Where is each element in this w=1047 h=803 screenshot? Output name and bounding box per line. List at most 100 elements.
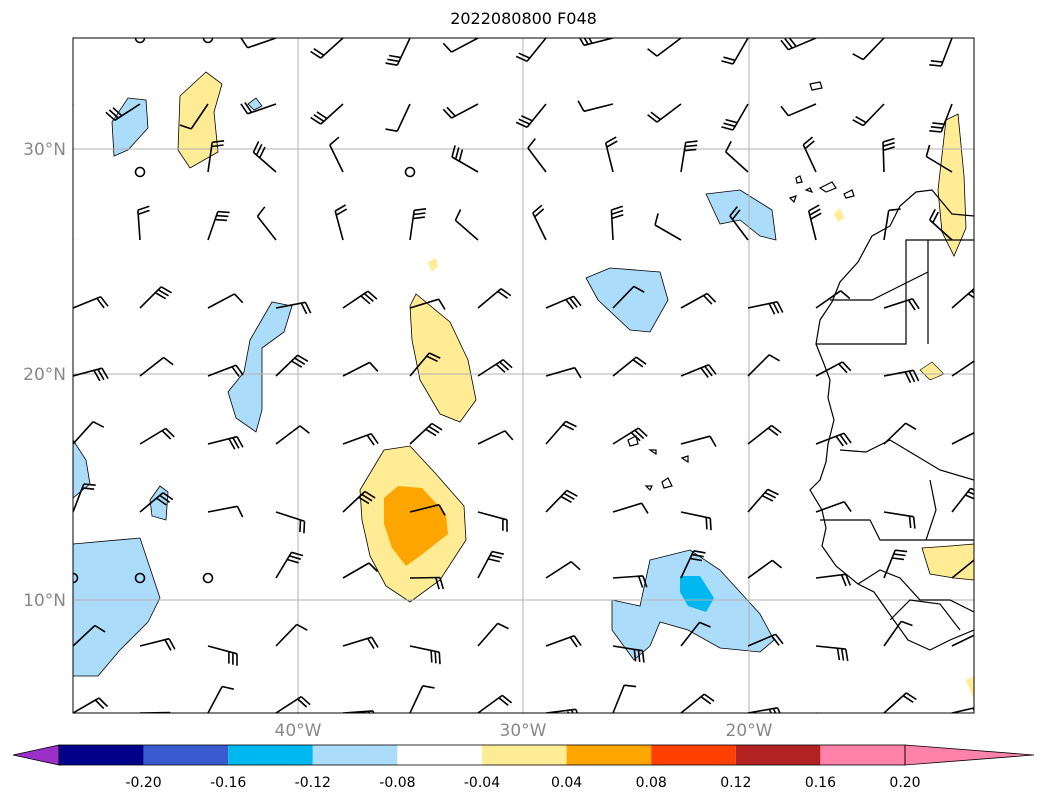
colorbar-tick-label: -0.12 xyxy=(295,775,331,791)
wind-barb xyxy=(409,576,445,590)
wind-barb xyxy=(252,141,277,173)
wind-barb xyxy=(852,103,885,127)
lon-label-30w: 30°W xyxy=(500,721,547,741)
wind-barb xyxy=(207,364,244,377)
lon-label-40w: 40°W xyxy=(275,721,322,741)
positive-anomaly-region xyxy=(834,208,844,222)
wind-barb xyxy=(647,38,682,57)
wind-barb xyxy=(532,204,547,241)
wind-barb xyxy=(883,297,920,311)
colorbar-segment xyxy=(735,745,821,765)
wind-barb xyxy=(409,645,441,665)
wind-barb xyxy=(451,145,479,173)
strong-negative-anomaly-region xyxy=(680,576,714,612)
wind-barb xyxy=(179,103,209,130)
colorbar-tick-label: 0.20 xyxy=(889,775,920,791)
wind-barb xyxy=(951,360,974,377)
island xyxy=(648,449,657,456)
wind-barb xyxy=(342,710,375,713)
wind-barb xyxy=(680,435,717,447)
wind-barb xyxy=(928,208,953,241)
colorbar-tick-label: 0.08 xyxy=(636,775,667,791)
anomaly-fills xyxy=(73,71,974,700)
wind-barb xyxy=(612,502,649,514)
wind-barb xyxy=(747,354,780,377)
wind-barb xyxy=(73,296,109,309)
island xyxy=(818,181,837,193)
wind-barb xyxy=(815,290,851,309)
wind-barb-calm xyxy=(134,38,146,44)
wind-barb xyxy=(275,354,309,377)
wind-barb xyxy=(951,431,974,445)
wind-barb xyxy=(73,624,106,647)
wind-barb xyxy=(385,38,411,66)
lon-label-20w: 20°W xyxy=(726,721,773,741)
wind-barb xyxy=(442,103,479,119)
wind-barb xyxy=(73,420,105,445)
wind-barb xyxy=(477,511,508,532)
border xyxy=(839,439,974,481)
wind-barb xyxy=(680,511,712,531)
wind-barb xyxy=(73,697,109,713)
wind-barb xyxy=(409,503,446,516)
wind-barb xyxy=(275,425,310,445)
wind-barb xyxy=(73,104,74,107)
positive-anomaly-region xyxy=(409,293,477,423)
wind-barb xyxy=(409,208,427,241)
wind-barb xyxy=(310,38,344,59)
wind-barb xyxy=(342,562,379,579)
island xyxy=(644,485,653,492)
wind-barb xyxy=(680,364,717,378)
wind-barb xyxy=(612,684,637,713)
coastlines xyxy=(627,81,974,651)
lat-label-20n: 20°N xyxy=(23,365,66,385)
colorbar-segment xyxy=(566,745,652,765)
colorbar-segment xyxy=(397,745,482,765)
wind-barb xyxy=(612,427,648,445)
wind-barb xyxy=(334,204,348,241)
wind-barb xyxy=(729,206,749,241)
wind-barb xyxy=(680,550,706,579)
lat-label-10n: 10°N xyxy=(23,591,66,611)
island xyxy=(809,81,823,91)
wind-barb xyxy=(515,38,547,63)
border xyxy=(830,271,929,301)
positive-anomaly-region xyxy=(937,113,967,257)
wind-barb xyxy=(545,366,582,379)
wind-barb xyxy=(275,623,308,647)
wind-barb xyxy=(883,422,917,445)
island xyxy=(627,435,639,447)
wind-barb xyxy=(515,103,547,129)
wind-barb xyxy=(139,427,175,445)
wind-barb xyxy=(883,692,917,713)
colorbar-outline xyxy=(58,744,906,766)
wind-barb xyxy=(207,505,244,518)
wind-barb xyxy=(409,352,441,377)
wind-barb xyxy=(207,293,244,309)
wind-barb xyxy=(73,483,96,513)
wind-barb xyxy=(747,301,784,315)
border xyxy=(857,569,974,613)
wind-barb xyxy=(342,636,379,650)
wind-barb xyxy=(105,103,141,121)
wind-barb-calm xyxy=(134,572,146,584)
negative-anomaly-region xyxy=(227,301,293,433)
wind-barb xyxy=(577,100,614,113)
colorbar-extend-low xyxy=(12,744,60,766)
wind-barb xyxy=(477,288,512,309)
wind-barb xyxy=(139,492,174,513)
wind-barb xyxy=(780,103,817,117)
colorbar-segment xyxy=(651,745,736,765)
wind-barb xyxy=(807,204,822,241)
negative-anomaly-region xyxy=(73,537,161,677)
wind-barb xyxy=(654,213,682,241)
wind-barb xyxy=(883,549,908,579)
lat-label-30n: 30°N xyxy=(23,140,66,160)
wind-barb xyxy=(883,511,916,529)
colorbar-tick-label: 0.04 xyxy=(551,775,582,791)
colorbar: -0.20 -0.16 -0.12 -0.08 -0.04 0.04 0.08 … xyxy=(12,744,1035,791)
gridlines xyxy=(73,38,974,713)
wind-barb xyxy=(816,712,819,713)
negative-anomaly-region xyxy=(111,97,149,157)
wind-barb xyxy=(275,301,312,315)
